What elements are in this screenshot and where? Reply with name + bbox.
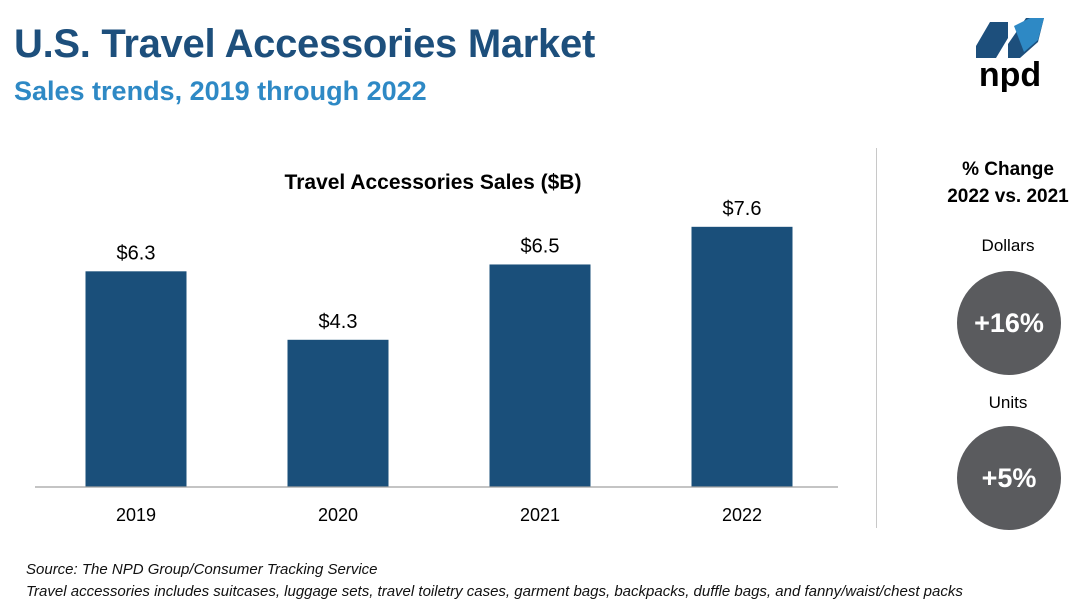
x-tick-label-2019: 2019 (116, 505, 156, 525)
logo-wordmark: npd (979, 56, 1041, 92)
bar-2020 (287, 339, 389, 487)
definition-footnote: Travel accessories includes suitcases, l… (26, 583, 963, 600)
source-footnote: Source: The NPD Group/Consumer Tracking … (26, 561, 378, 578)
bar-2022 (691, 226, 793, 487)
percent-change-heading-line1: % Change (962, 159, 1054, 180)
data-label-2022: $7.6 (723, 198, 762, 220)
x-tick-label-2020: 2020 (318, 505, 358, 525)
percent-change-heading: % Change 2022 vs. 2021 (928, 156, 1080, 210)
sales-bar-chart: Travel Accessories Sales ($B) $6.3 2019 $4… (35, 171, 838, 525)
data-label-2019: $6.3 (117, 242, 156, 264)
chart-title: Travel Accessories Sales ($B) (285, 171, 582, 194)
bars-group: $6.3 2019 $4.3 2020 $6.5 2021 $7.6 2022 (85, 198, 793, 525)
page-title: U.S. Travel Accessories Market (14, 22, 595, 66)
page-subtitle: Sales trends, 2019 through 2022 (14, 76, 427, 106)
units-change-badge: +5% (957, 426, 1061, 530)
panel-divider (876, 148, 877, 528)
data-label-2020: $4.3 (319, 311, 358, 333)
data-label-2021: $6.5 (521, 235, 560, 257)
dollars-label: Dollars (981, 236, 1035, 255)
npd-logo: npd (976, 18, 1044, 92)
units-label: Units (988, 393, 1028, 412)
x-tick-label-2021: 2021 (520, 505, 560, 525)
bar-2021 (489, 264, 591, 487)
percent-change-heading-line2: 2022 vs. 2021 (947, 186, 1069, 207)
x-tick-label-2022: 2022 (722, 505, 762, 525)
bar-2019 (85, 271, 187, 487)
dollars-change-badge: +16% (957, 271, 1061, 375)
